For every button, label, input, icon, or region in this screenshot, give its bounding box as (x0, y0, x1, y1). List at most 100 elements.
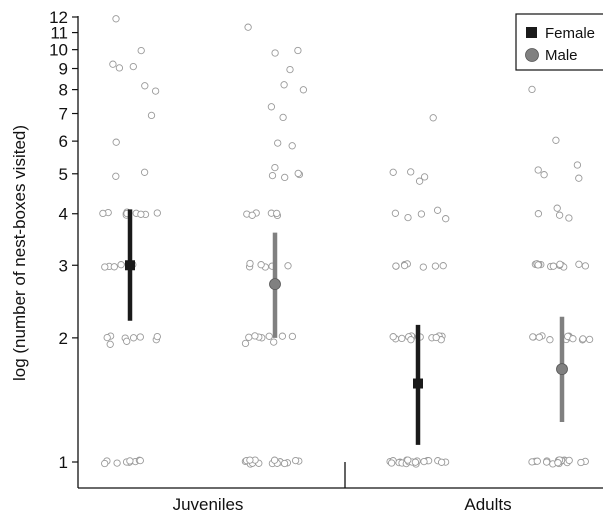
raw-data-point (407, 336, 415, 344)
raw-data-point (284, 262, 292, 270)
raw-data-point (419, 263, 427, 271)
raw-data-point (400, 261, 409, 270)
raw-data-point (271, 49, 279, 57)
raw-data-point (117, 261, 125, 269)
raw-data-point (529, 333, 537, 341)
y-tick-label: 5 (59, 165, 68, 184)
raw-data-point (281, 173, 289, 182)
raw-data-point (251, 332, 259, 340)
y-tick-label: 7 (59, 105, 68, 124)
y-tick-label: 4 (59, 205, 68, 224)
raw-data-point (535, 333, 543, 341)
raw-data-point (246, 259, 254, 268)
raw-data-point (433, 206, 442, 214)
axes-layer (77, 16, 603, 489)
raw-data-point (546, 336, 554, 344)
raw-data-point (389, 333, 397, 341)
raw-data-point (112, 138, 120, 146)
raw-data-point (126, 457, 134, 465)
raw-data-point (432, 333, 440, 342)
raw-data-point (245, 333, 253, 341)
raw-data-point (387, 459, 396, 467)
raw-data-point (552, 136, 560, 144)
raw-data-point (147, 111, 156, 120)
raw-data-point (153, 209, 161, 217)
raw-data-point (549, 262, 558, 270)
raw-data-point (534, 210, 543, 218)
y-tick-label: 12 (49, 8, 68, 27)
raw-data-point (389, 168, 397, 176)
raw-data-point (151, 87, 160, 95)
raw-data-point (109, 60, 117, 68)
raw-data-point (123, 337, 131, 345)
raw-data-point (553, 204, 561, 212)
raw-data-point (540, 171, 548, 179)
group-labels-layer: Juveniles Adults (173, 495, 512, 514)
raw-data-point (417, 210, 426, 218)
raw-data-point (288, 332, 297, 341)
raw-data-point (411, 458, 420, 466)
raw-data-point (299, 86, 308, 94)
raw-data-point (141, 82, 149, 90)
group-label: Juveniles (173, 495, 244, 514)
raw-data-point (115, 64, 124, 72)
raw-data-point (585, 335, 594, 344)
legend-female-label: Female (545, 25, 595, 42)
raw-data-point (439, 262, 447, 270)
raw-data-point (257, 261, 265, 269)
raw-data-point (579, 335, 587, 343)
raw-data-point (278, 332, 287, 340)
raw-data-point (136, 456, 144, 465)
raw-data-point (528, 85, 536, 94)
raw-data-point (267, 103, 276, 111)
y-axis-label: log (number of nest-boxes visited) (10, 125, 29, 381)
y-tick-label: 10 (49, 41, 68, 60)
mean-marker-juveniles-female (125, 260, 135, 271)
raw-data-point (556, 260, 564, 268)
raw-data-point (99, 209, 107, 218)
raw-data-point (392, 262, 400, 270)
raw-data-point (420, 173, 429, 181)
raw-data-point (391, 209, 400, 217)
raw-data-point (581, 262, 590, 270)
raw-data-point (241, 339, 250, 348)
raw-data-point (554, 459, 562, 467)
raw-data-point (575, 174, 583, 182)
raw-data-point (246, 456, 254, 464)
y-tick-label: 1 (59, 453, 68, 472)
raw-data-point (106, 340, 114, 348)
raw-data-point (137, 210, 145, 218)
raw-data-point (294, 46, 302, 55)
y-tick-label: 6 (59, 132, 68, 151)
raw-data-point (555, 211, 564, 219)
raw-data-point (288, 142, 296, 150)
mean-marker-adults-female (413, 378, 423, 389)
raw-data-point (442, 215, 450, 223)
legend-male-label: Male (545, 47, 578, 64)
raw-data-point (429, 114, 437, 122)
raw-data-point (113, 459, 121, 467)
y-tick-label: 3 (59, 256, 68, 275)
raw-data-point (270, 456, 279, 464)
mean-marker-adults-male (556, 363, 568, 375)
legend-male-marker (525, 48, 539, 62)
raw-data-point (103, 333, 111, 342)
raw-data-point (153, 332, 161, 341)
legend-female-marker (526, 27, 537, 38)
legend: Female Male (515, 13, 603, 71)
raw-data-point (280, 459, 289, 468)
raw-data-point (575, 260, 583, 268)
raw-data-point (129, 62, 137, 71)
raw-data-point (136, 333, 144, 341)
raw-data-point (273, 209, 281, 218)
y-tick-label: 9 (59, 60, 68, 79)
raw-data-point (294, 169, 302, 178)
raw-data-point (280, 81, 288, 89)
raw-data-point (274, 139, 282, 147)
raw-data-point (265, 332, 273, 340)
raw-data-point (569, 335, 577, 343)
raw-data-point (268, 171, 277, 180)
